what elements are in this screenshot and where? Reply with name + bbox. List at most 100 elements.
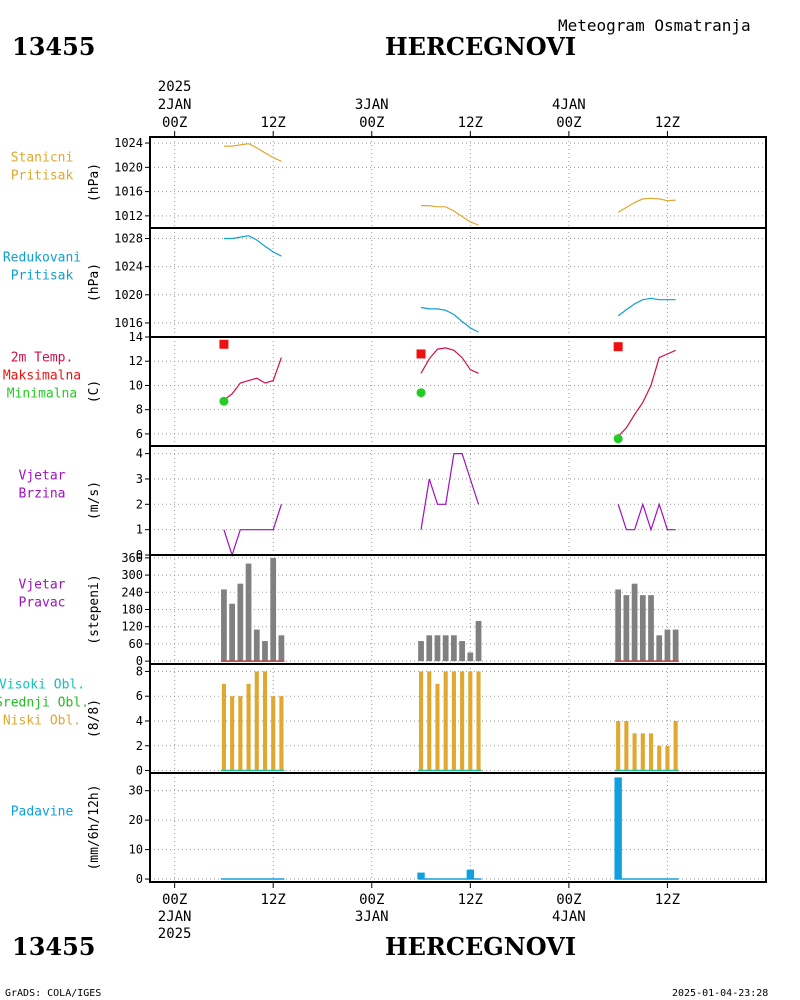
tmax-marker (416, 349, 426, 359)
bar (253, 629, 260, 662)
top-tick-time: 00Z (359, 115, 384, 131)
timestamp-label: 2025-01-04-23:28 (672, 988, 768, 999)
panel-side-label: Visoki Obl. (0, 678, 85, 693)
panel-5: 0 60 120 180 240 300 360 (stepeni) Vjetar Pravac (19, 551, 767, 668)
y-axis-label: (m/s) (87, 481, 102, 520)
y-tick-label: 180 (121, 603, 143, 617)
bottom-tick-time: 12Z (655, 892, 680, 908)
bar (417, 872, 425, 880)
bar (427, 671, 432, 771)
panel-side-label: Pritisak (11, 169, 74, 184)
y-tick-label: 12 (129, 354, 143, 368)
bar (238, 696, 243, 771)
y-tick-label: 1016 (114, 316, 143, 330)
panel-side-label: Srednji Obl. (0, 696, 89, 711)
y-tick-label: 3 (136, 472, 143, 486)
y-tick-label: 4 (136, 714, 143, 728)
bottom-tick-date: 4JAN (552, 909, 586, 925)
panel-side-label: Vjetar (19, 469, 66, 484)
y-tick-label: 0 (136, 548, 143, 562)
bar (468, 671, 473, 771)
bar (672, 629, 679, 662)
y-tick-label: 0 (136, 654, 143, 668)
bar (657, 745, 662, 771)
bar (460, 671, 465, 771)
bar (278, 635, 285, 662)
top-tick-date: 4JAN (552, 97, 586, 113)
bar (221, 589, 227, 662)
y-tick-label: 8 (136, 664, 143, 678)
series-line (617, 197, 676, 213)
y-tick-label: 300 (121, 568, 143, 582)
panel-side-label: Minimalna (7, 387, 77, 402)
y-tick-label: 120 (121, 620, 143, 634)
top-year-label: 2025 (158, 79, 192, 95)
bar (221, 683, 226, 771)
series-line (420, 306, 479, 333)
series-line (420, 347, 479, 374)
tmax-marker (219, 339, 229, 349)
y-tick-label: 360 (121, 551, 143, 565)
bar (624, 720, 629, 771)
bar (418, 641, 424, 662)
bottom-tick-time: 00Z (359, 892, 384, 908)
y-tick-label: 6 (136, 689, 143, 703)
bar (616, 720, 621, 771)
bottom-tick-time: 12Z (261, 892, 286, 908)
station-id-top: 13455 (12, 32, 96, 61)
top-tick-time: 12Z (261, 115, 286, 131)
y-tick-label: 1020 (114, 288, 143, 302)
y-tick-label: 60 (129, 637, 143, 651)
station-id-bottom: 13455 (12, 932, 96, 961)
panel-side-label: Maksimalna (3, 369, 81, 384)
bar (245, 563, 252, 662)
series-line (617, 349, 676, 437)
series-line (223, 143, 282, 162)
bar (443, 671, 448, 771)
y-tick-label: 2 (136, 497, 143, 511)
bar (631, 583, 638, 662)
bar (434, 635, 441, 662)
panel-side-label: Stanicni (11, 151, 74, 166)
bar (614, 777, 622, 880)
series-line (223, 357, 282, 401)
y-axis-label: (mm/6h/12h) (87, 784, 102, 870)
bar (451, 671, 456, 771)
panel-side-label: Niski Obl. (3, 714, 81, 729)
station-name-bottom: HERCEGNOVI (385, 932, 576, 961)
bar (230, 696, 235, 771)
panel-side-label: 2m Temp. (11, 351, 74, 366)
panel-side-label: Pravac (19, 596, 66, 611)
bar (426, 635, 433, 662)
credit-label: GrADS: COLA/IGES (5, 988, 101, 999)
y-tick-label: 4 (136, 447, 143, 461)
y-tick-label: 1012 (114, 209, 143, 223)
y-axis-label: (C) (87, 380, 102, 403)
bar (466, 869, 475, 880)
series-line (421, 205, 479, 226)
panel-4: 0 1 2 3 4 (m/s) Vjetar Brzina (19, 445, 767, 562)
y-tick-label: 1028 (114, 232, 143, 246)
bottom-tick-time: 00Z (162, 892, 187, 908)
bottom-tick-time: 12Z (458, 892, 483, 908)
bar (648, 733, 654, 771)
panel-2: 1016 1020 1024 1028 (hPa) Redukovani Pritisak (3, 227, 767, 338)
top-tick-time: 12Z (655, 115, 680, 131)
bar (229, 603, 236, 662)
series-line (617, 502, 676, 532)
y-tick-label: 1016 (114, 185, 143, 199)
top-tick-date: 3JAN (355, 97, 389, 113)
y-tick-label: 10 (129, 378, 143, 392)
bar (632, 733, 637, 771)
panel-side-label: Vjetar (19, 578, 66, 593)
y-tick-label: 1 (136, 523, 143, 537)
y-tick-label: 240 (121, 585, 143, 599)
tmax-marker (613, 342, 623, 352)
bar (664, 629, 671, 662)
bar (639, 595, 646, 662)
bar (451, 635, 457, 662)
tmin-marker (613, 434, 623, 444)
panel-frame (149, 227, 767, 338)
y-tick-label: 0 (136, 872, 143, 886)
